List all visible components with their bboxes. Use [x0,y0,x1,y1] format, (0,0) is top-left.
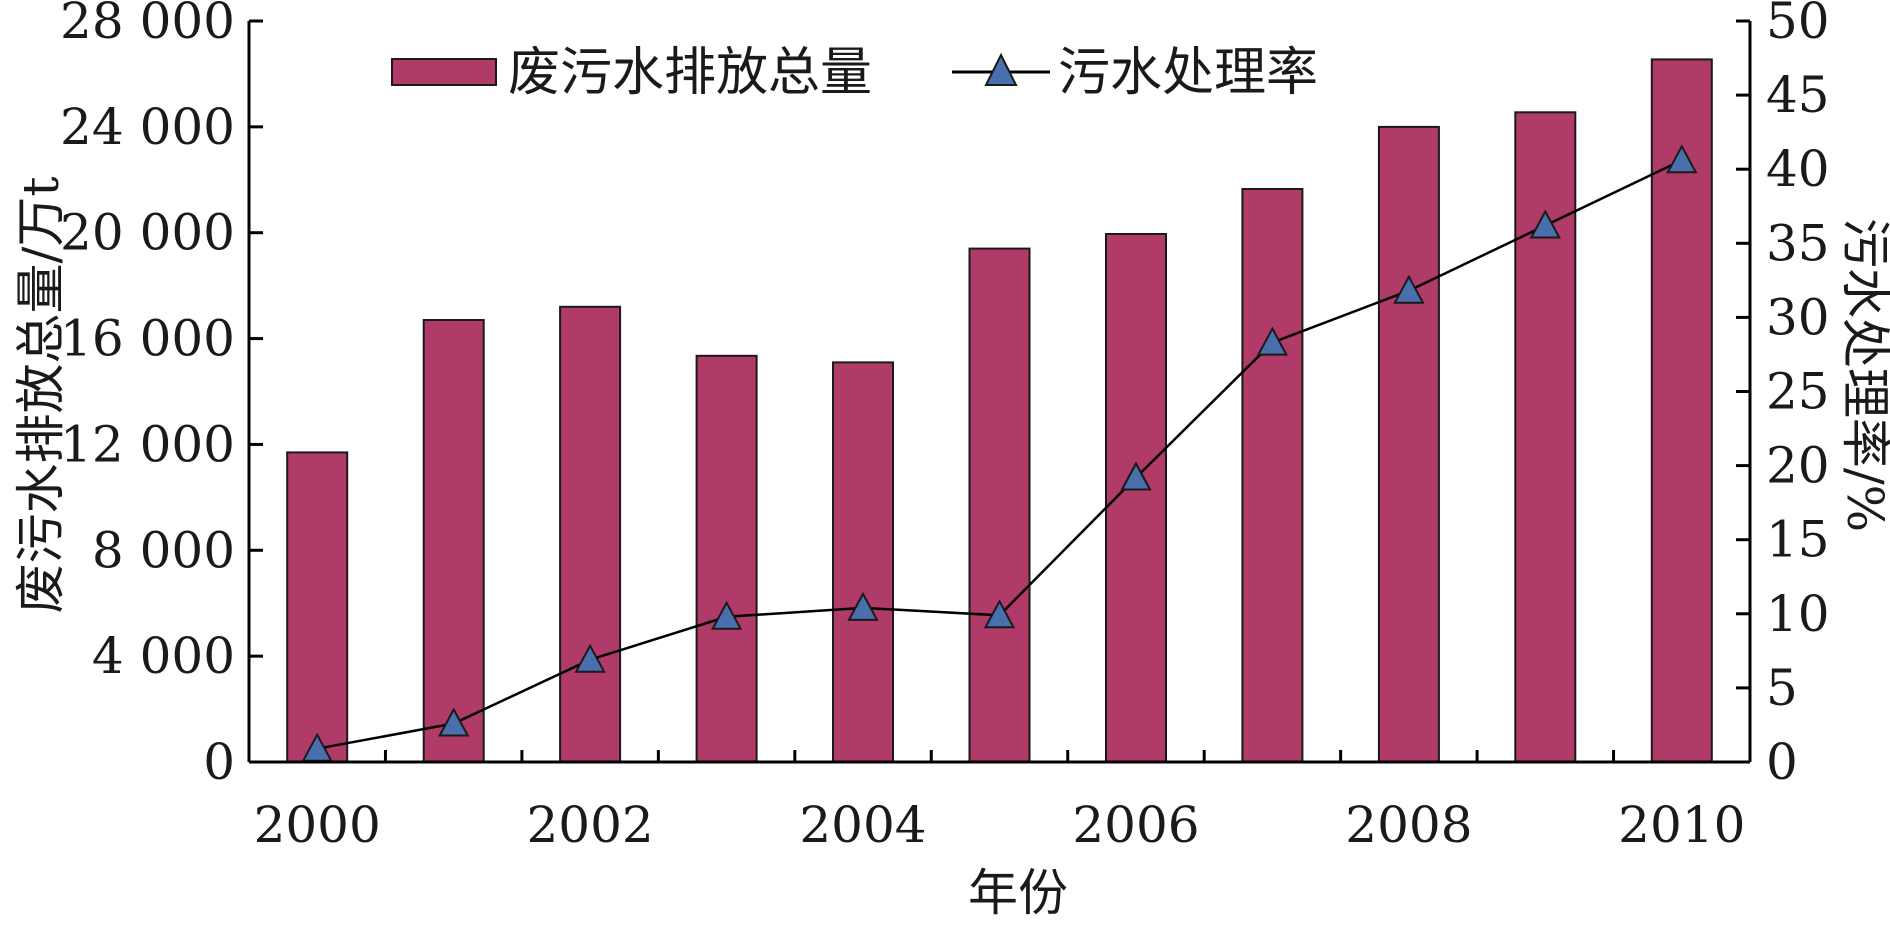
y2-tick-label: 0 [1766,733,1798,791]
y2-tick-label: 40 [1766,140,1830,198]
x-tick-label: 2010 [1618,796,1745,854]
bar-2001 [422,319,485,763]
legend-line-marker [984,52,1018,86]
rate-marker-2004 [847,591,879,621]
bars-layer [286,58,1713,764]
rate-marker-2001 [438,707,470,737]
y2-axis-title: 污水处理率/% [1836,218,1890,532]
y-axis-title: 废污水排放总量/万t [12,177,70,614]
line-layer [301,144,1698,762]
labels-layer: 0 4 000 8 000 12 000 16 000 20 000 24 000 28 00… [60,0,1830,854]
y-tick-label: 28 000 [60,0,235,50]
y-tick-label: 0 [203,733,235,791]
bar-2002 [559,305,622,763]
x-tick-label: 2002 [526,796,653,854]
bar-2003 [695,354,758,763]
y-tick-label: 16 000 [60,310,235,368]
rate-marker-2009 [1529,209,1561,239]
axes-layer [247,19,1752,764]
bar-2008 [1377,125,1440,763]
y-tick-label: 12 000 [60,415,235,473]
y2-tick-label: 30 [1766,288,1830,346]
y-tick-label: 24 000 [60,98,235,156]
bar-2005 [968,247,1031,764]
rate-marker-2007 [1256,326,1289,356]
y-tick-label: 4 000 [92,627,235,685]
x-axis-title: 年份 [968,864,1068,920]
y2-tick-label: 25 [1766,363,1830,421]
y2-tick-label: 20 [1766,437,1830,495]
bar-2007 [1241,188,1304,763]
bar-2004 [832,361,894,763]
y2-tick-label: 45 [1766,66,1830,124]
legend-line-label: 污水处理率 [1058,43,1318,103]
rate-marker-2008 [1393,274,1425,304]
legend-bar-swatch [391,58,497,86]
x-tick-label: 2006 [1072,796,1199,854]
rate-marker-2003 [710,600,743,630]
y2-tick-label: 10 [1766,585,1830,643]
legend-bar-label: 废污水排放总量 [508,43,872,103]
y2-tick-label: 35 [1766,214,1830,272]
y-tick-label: 8 000 [92,521,235,579]
y-tick-label: 20 000 [60,204,235,262]
rate-marker-2002 [574,643,606,673]
rate-marker-2005 [983,599,1016,629]
x-tick-label: 2008 [1345,796,1472,854]
y2-tick-label: 50 [1766,0,1830,50]
x-tick-label: 2000 [254,796,381,854]
y2-tick-label: 15 [1766,511,1830,569]
legend: 废污水排放总量 污水处理率 [391,43,1318,103]
y2-tick-label: 5 [1766,659,1798,717]
bar-2010 [1650,58,1713,763]
x-tick-label: 2004 [799,796,926,854]
bar-2000 [286,451,349,763]
rate-marker-2010 [1666,144,1698,174]
rate-marker-2006 [1120,461,1152,491]
